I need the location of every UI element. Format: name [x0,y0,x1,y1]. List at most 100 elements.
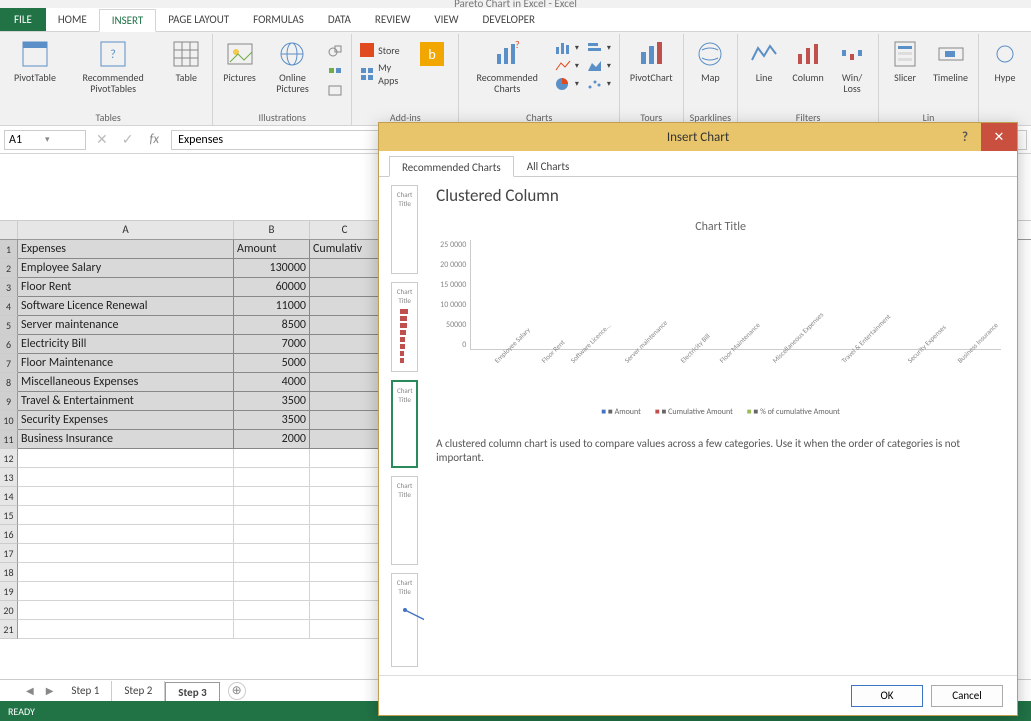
table-button[interactable]: Table [166,36,206,85]
ok-button[interactable]: OK [851,685,923,707]
tab-recommended-charts[interactable]: Recommended Charts [389,156,514,177]
tab-view[interactable]: VIEW [422,8,470,31]
pie-chart-dropdown[interactable]: ▾ [553,76,581,92]
cell[interactable] [18,487,234,506]
row-header[interactable]: 15 [0,506,18,525]
cell[interactable]: Floor Maintenance [18,354,234,373]
area-chart-dropdown[interactable]: ▾ [585,58,613,74]
chart-thumbnail[interactable]: Chart Title [391,573,418,667]
cell[interactable] [18,544,234,563]
row-header[interactable]: 8 [0,373,18,392]
name-box[interactable]: A1▾ [4,130,86,150]
tab-developer[interactable]: DEVELOPER [471,8,547,31]
col-header-b[interactable]: B [234,221,310,239]
dialog-close-button[interactable]: ✕ [981,123,1017,151]
cell[interactable]: 3500 [234,392,310,411]
sparkline-column-button[interactable]: Column [788,36,828,85]
row-header[interactable]: 11 [0,430,18,449]
cell[interactable]: Server maintenance [18,316,234,335]
cell[interactable] [234,620,310,639]
recommended-charts-button[interactable]: ?Recommended Charts [465,36,548,96]
sparkline-line-button[interactable]: Line [744,36,784,85]
tab-data[interactable]: DATA [316,8,363,31]
sheet-tab-step-2[interactable]: Step 2 [112,681,165,701]
select-all-corner[interactable] [0,221,18,239]
slicer-button[interactable]: Slicer [885,36,925,85]
tab-home[interactable]: HOME [46,8,99,31]
cell[interactable] [234,525,310,544]
shapes-dropdown[interactable] [325,42,345,60]
tab-page-layout[interactable]: PAGE LAYOUT [156,8,241,31]
row-header[interactable]: 16 [0,525,18,544]
column-chart-dropdown[interactable]: ▾ [553,40,581,56]
cell[interactable]: 4000 [234,373,310,392]
smartart-button[interactable] [325,62,345,80]
cell[interactable]: Cumulativ [310,240,380,259]
recommended-pivottables-button[interactable]: ?Recommended PivotTables [64,36,162,96]
cell[interactable]: Security Expenses [18,411,234,430]
bar-chart-dropdown[interactable]: ▾ [585,40,613,56]
cell[interactable]: Travel & Entertainment [18,392,234,411]
cell[interactable] [310,354,380,373]
row-header[interactable]: 12 [0,449,18,468]
row-header[interactable]: 10 [0,411,18,430]
cell[interactable] [234,601,310,620]
chart-thumbnail[interactable]: Chart Title [391,380,418,469]
row-header[interactable]: 3 [0,278,18,297]
scatter-chart-dropdown[interactable]: ▾ [585,76,613,92]
cell[interactable]: 2000 [234,430,310,449]
cell[interactable] [310,278,380,297]
cell[interactable] [18,601,234,620]
cell[interactable] [234,449,310,468]
cell[interactable] [310,335,380,354]
cell[interactable] [310,487,380,506]
row-header[interactable]: 17 [0,544,18,563]
sheet-tab-step-3[interactable]: Step 3 [165,682,219,702]
cell[interactable] [234,563,310,582]
cell[interactable] [234,544,310,563]
chart-thumbnail[interactable]: Chart Title [391,476,418,565]
cell[interactable] [310,582,380,601]
my-apps-button[interactable]: My Apps [358,60,408,88]
cell[interactable] [310,430,380,449]
cell[interactable] [234,468,310,487]
row-header[interactable]: 20 [0,601,18,620]
chevron-down-icon[interactable]: ▾ [45,134,81,145]
row-header[interactable]: 19 [0,582,18,601]
row-header[interactable]: 2 [0,259,18,278]
col-header-c[interactable]: C [310,221,380,239]
tab-all-charts[interactable]: All Charts [514,155,583,176]
cell[interactable]: 7000 [234,335,310,354]
row-header[interactable]: 14 [0,487,18,506]
cell[interactable] [310,316,380,335]
pivotchart-button[interactable]: PivotChart [626,36,677,85]
cell[interactable] [310,525,380,544]
cell[interactable]: 8500 [234,316,310,335]
cell[interactable] [310,373,380,392]
chart-thumbnail[interactable]: Chart Title [391,185,418,274]
cell[interactable] [310,449,380,468]
cell[interactable]: 130000 [234,259,310,278]
cell[interactable]: Amount [234,240,310,259]
row-header[interactable]: 7 [0,354,18,373]
cell[interactable] [310,259,380,278]
col-header-a[interactable]: A [18,221,234,239]
sheet-tab-step-1[interactable]: Step 1 [59,681,112,701]
bing-button[interactable]: b [412,36,452,72]
row-header[interactable]: 9 [0,392,18,411]
row-header[interactable]: 5 [0,316,18,335]
cell[interactable] [310,620,380,639]
cell[interactable] [18,525,234,544]
fx-icon[interactable]: fx [143,132,165,147]
cell[interactable] [310,601,380,620]
screenshot-button[interactable] [325,82,345,100]
pivottable-button[interactable]: PivotTable [10,36,60,85]
cell[interactable] [310,297,380,316]
cell[interactable]: 11000 [234,297,310,316]
sheet-nav-prev[interactable]: ◀ [20,684,40,697]
tab-file[interactable]: FILE [0,8,46,31]
pictures-button[interactable]: Pictures [219,36,260,85]
tab-insert[interactable]: INSERT [99,9,157,32]
enter-formula-icon[interactable]: ✓ [118,131,138,148]
new-sheet-button[interactable]: ⊕ [228,682,246,700]
